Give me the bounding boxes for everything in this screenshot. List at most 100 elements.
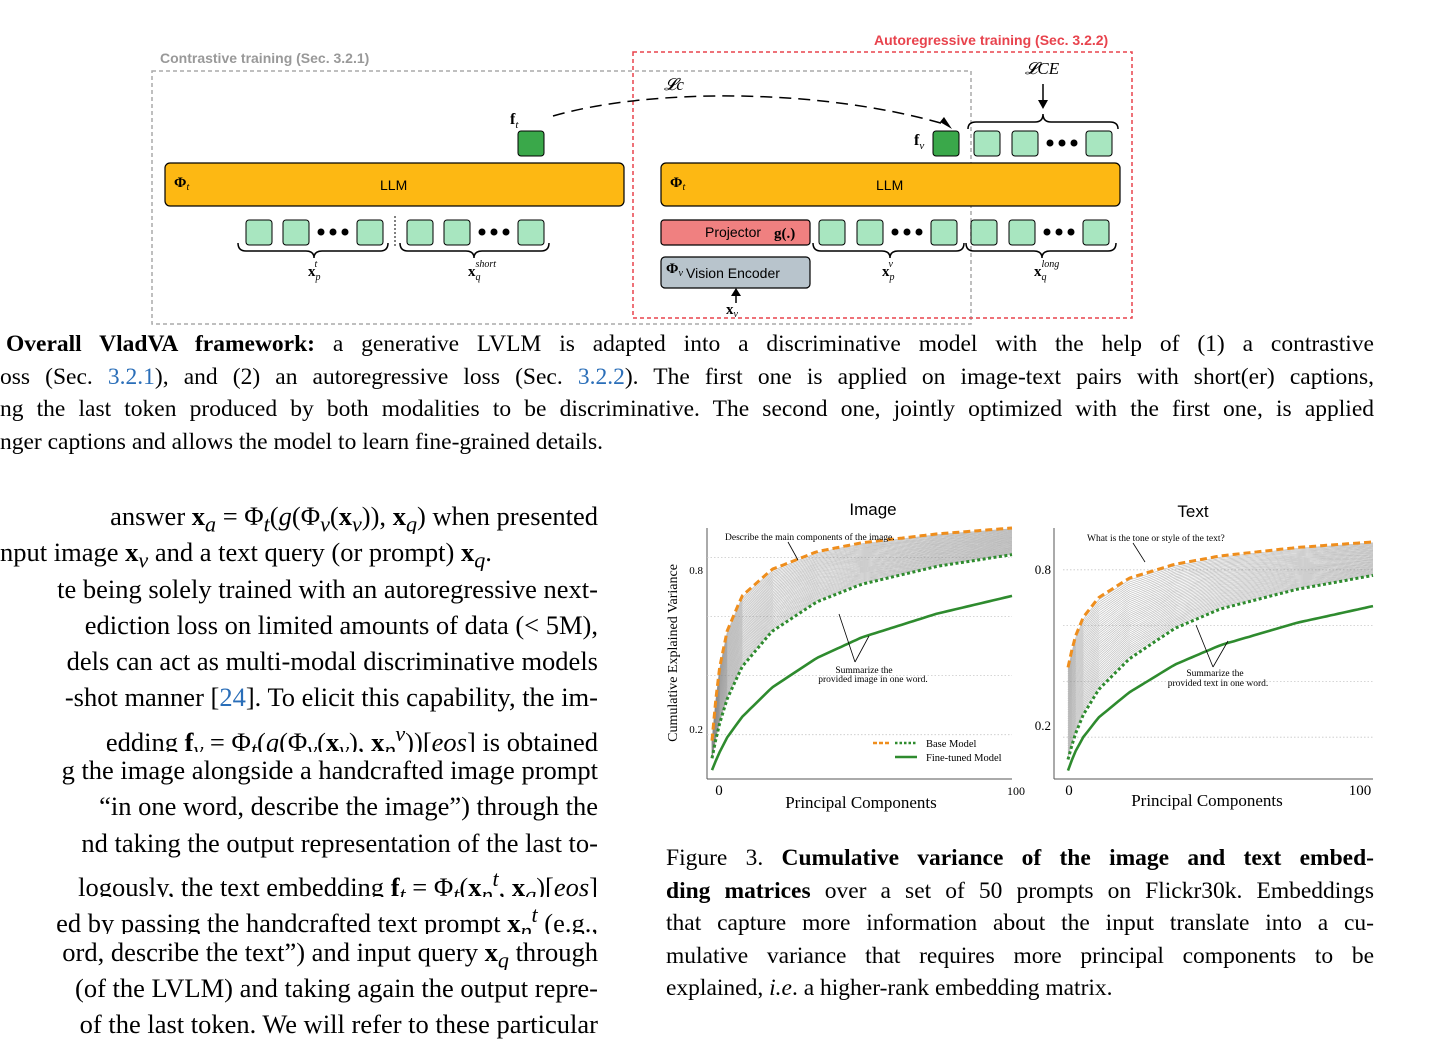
base-model-prompt-curve: [711, 538, 1013, 748]
body-line-15: of the last token. We will refer to thes…: [79, 1009, 598, 1040]
body-line-2: nput image xv and a text query (or promp…: [0, 537, 492, 571]
base-model-prompt-curve: [711, 550, 1013, 757]
base-model-prompt-curve: [1067, 570, 1374, 747]
brace-xq-long: [965, 242, 1117, 259]
annotation-bottom-pointer-b: [854, 635, 870, 663]
base-model-prompt-curve: [711, 530, 1013, 743]
base-model-prompt-curve: [711, 530, 1013, 743]
xv-arrowhead: [731, 288, 741, 296]
tokens-xq-short: [406, 219, 545, 246]
base-model-prompt-curve: [1067, 551, 1374, 695]
chart-text-title: Text: [1177, 502, 1208, 521]
framework-diagram: Contrastive training (Sec. 3.2.1) Autore…: [151, 32, 1133, 325]
body-line-6: -shot manner [24]. To elicit this capabi…: [64, 682, 598, 713]
projector-fn: g(.): [774, 226, 795, 242]
legend-fine-tuned-model: Fine-tuned Model: [926, 753, 1002, 764]
ref-24[interactable]: 24: [219, 682, 246, 713]
loss-c: 𝓛c: [664, 75, 684, 94]
base-model-prompt-curve: [711, 546, 1013, 754]
base-model-prompt-curve: [1067, 565, 1374, 733]
chart-text-annotation-top: What is the tone or style of the text?: [1087, 533, 1225, 544]
base-model-prompt-curve: [711, 528, 1013, 742]
phi-t-right: Φt: [670, 175, 685, 193]
base-model-prompt-curve: [711, 532, 1013, 745]
llm-label-right: LLM: [876, 177, 903, 193]
base-model-prompt-curve: [711, 534, 1013, 745]
output-tokens: [973, 130, 1113, 157]
chart-image-annotation-top: Describe the main components of the imag…: [725, 532, 895, 543]
base-model-prompt-curve: [711, 543, 1013, 752]
body-line-11: logously, the text embedding ft = Φt(xpt…: [78, 865, 598, 898]
base-model-prompt-curve: [711, 536, 1013, 747]
base-model-prompt-curve: [711, 550, 1013, 756]
base-model-prompt-curve: [1067, 566, 1374, 735]
vision-embedding-fv: [932, 130, 960, 157]
chart-text-base-curves: [1067, 542, 1374, 758]
base-model-prompt-curve: [1067, 554, 1374, 704]
chart-image-title: Image: [849, 500, 896, 519]
base-model-prompt-curve: [711, 538, 1013, 749]
base-model-prompt-curve: [1067, 573, 1374, 756]
autoregressive-region: [632, 51, 1133, 319]
chart-text-ytick-02: 0.2: [1035, 718, 1051, 733]
base-model-prompt-curve: [1067, 564, 1374, 731]
chart-text-annotation-bottom-2: provided text in one word.: [1168, 679, 1269, 689]
xp-v-label: xpv: [882, 259, 895, 283]
base-model-prompt-curve: [711, 540, 1013, 750]
chart-image-series: [710, 526, 1013, 771]
vision-encoder-label: Vision Encoder: [686, 265, 780, 281]
top-brace: [967, 113, 1119, 130]
base-model-prompt-curve: [1067, 550, 1374, 693]
base-model-prompt-curve: [1067, 549, 1374, 690]
chart-image-annotation-bottom-1: Summarize the: [835, 666, 892, 676]
llm-block-left: [164, 162, 625, 207]
series-line-green-solid: [710, 594, 1013, 771]
base-model-prompt-curve: [1067, 544, 1374, 675]
chart-text-ytick-08: 0.8: [1035, 562, 1051, 577]
contrastive-label: Contrastive training (Sec. 3.2.1): [160, 50, 369, 66]
base-model-prompt-curve: [1067, 545, 1374, 679]
caption2-line-2: oss (Sec. 3.2.1), and (2) an autoregress…: [0, 363, 1375, 390]
chart-text-series: [1066, 540, 1374, 772]
base-model-prompt-curve: [1067, 570, 1374, 749]
base-model-prompt-curve: [1067, 553, 1374, 702]
chart-image-xtick-0: 0: [715, 783, 723, 799]
xq-short-label: xqshort: [468, 259, 496, 283]
base-model-prompt-curve: [711, 532, 1013, 744]
base-model-prompt-curve: [711, 544, 1013, 752]
body-line-9: “in one word, describe the image”) throu…: [99, 791, 598, 822]
caption3-line-3: that capture more information about the …: [666, 910, 1374, 937]
base-model-prompt-curve: [711, 545, 1013, 753]
ref-sec-3-2-1[interactable]: 3.2.1: [107, 363, 155, 390]
base-model-prompt-curve: [1067, 548, 1374, 686]
base-model-prompt-curve: [711, 529, 1013, 742]
vision-encoder-block: [660, 256, 811, 289]
series-line-green-dotted: [1066, 573, 1374, 760]
base-model-prompt-curve: [1067, 563, 1374, 729]
base-model-prompt-curve: [711, 549, 1013, 755]
base-model-prompt-curve: [711, 528, 1013, 742]
base-model-prompt-curve: [711, 539, 1013, 749]
base-model-prompt-curve: [711, 542, 1013, 751]
llm-label-left: LLM: [380, 177, 407, 193]
chart-image-ytick-02: 0.2: [689, 724, 703, 736]
caption3-line-5: explained, i.e. a higher-rank embedding …: [666, 975, 1113, 1002]
body-line-3: te being solely trained with an autoregr…: [57, 573, 598, 604]
llm-block-right: [660, 162, 1121, 207]
base-model-prompt-curve: [711, 541, 1013, 750]
base-model-prompt-curve: [1067, 562, 1374, 726]
chart-text-xtick-0: 0: [1065, 783, 1073, 799]
body-line-7: edding fv = Φt(g(Φv(xv), xpv))[eos] is o…: [105, 720, 598, 753]
autoregressive-label: Autoregressive training (Sec. 3.2.2): [874, 32, 1108, 48]
body-line-5: dels can act as multi-modal discriminati…: [66, 646, 598, 677]
base-model-prompt-curve: [1067, 553, 1374, 699]
body-line-10: nd taking the output representation of t…: [81, 827, 598, 858]
base-model-prompt-curve: [711, 549, 1013, 756]
ref-sec-3-2-2[interactable]: 3.2.2: [577, 363, 625, 390]
body-line-12: ed by passing the handcrafted text promp…: [56, 902, 598, 934]
body-line-14: (of the LVLM) and taking again the outpu…: [75, 972, 598, 1003]
phi-t-left: Φt: [174, 175, 189, 193]
figure-3-charts: Image 0.8 0.2 0 100 Principal Components…: [666, 500, 1374, 812]
base-model-prompt-curve: [1067, 568, 1374, 742]
base-model-prompt-curve: [711, 543, 1013, 752]
